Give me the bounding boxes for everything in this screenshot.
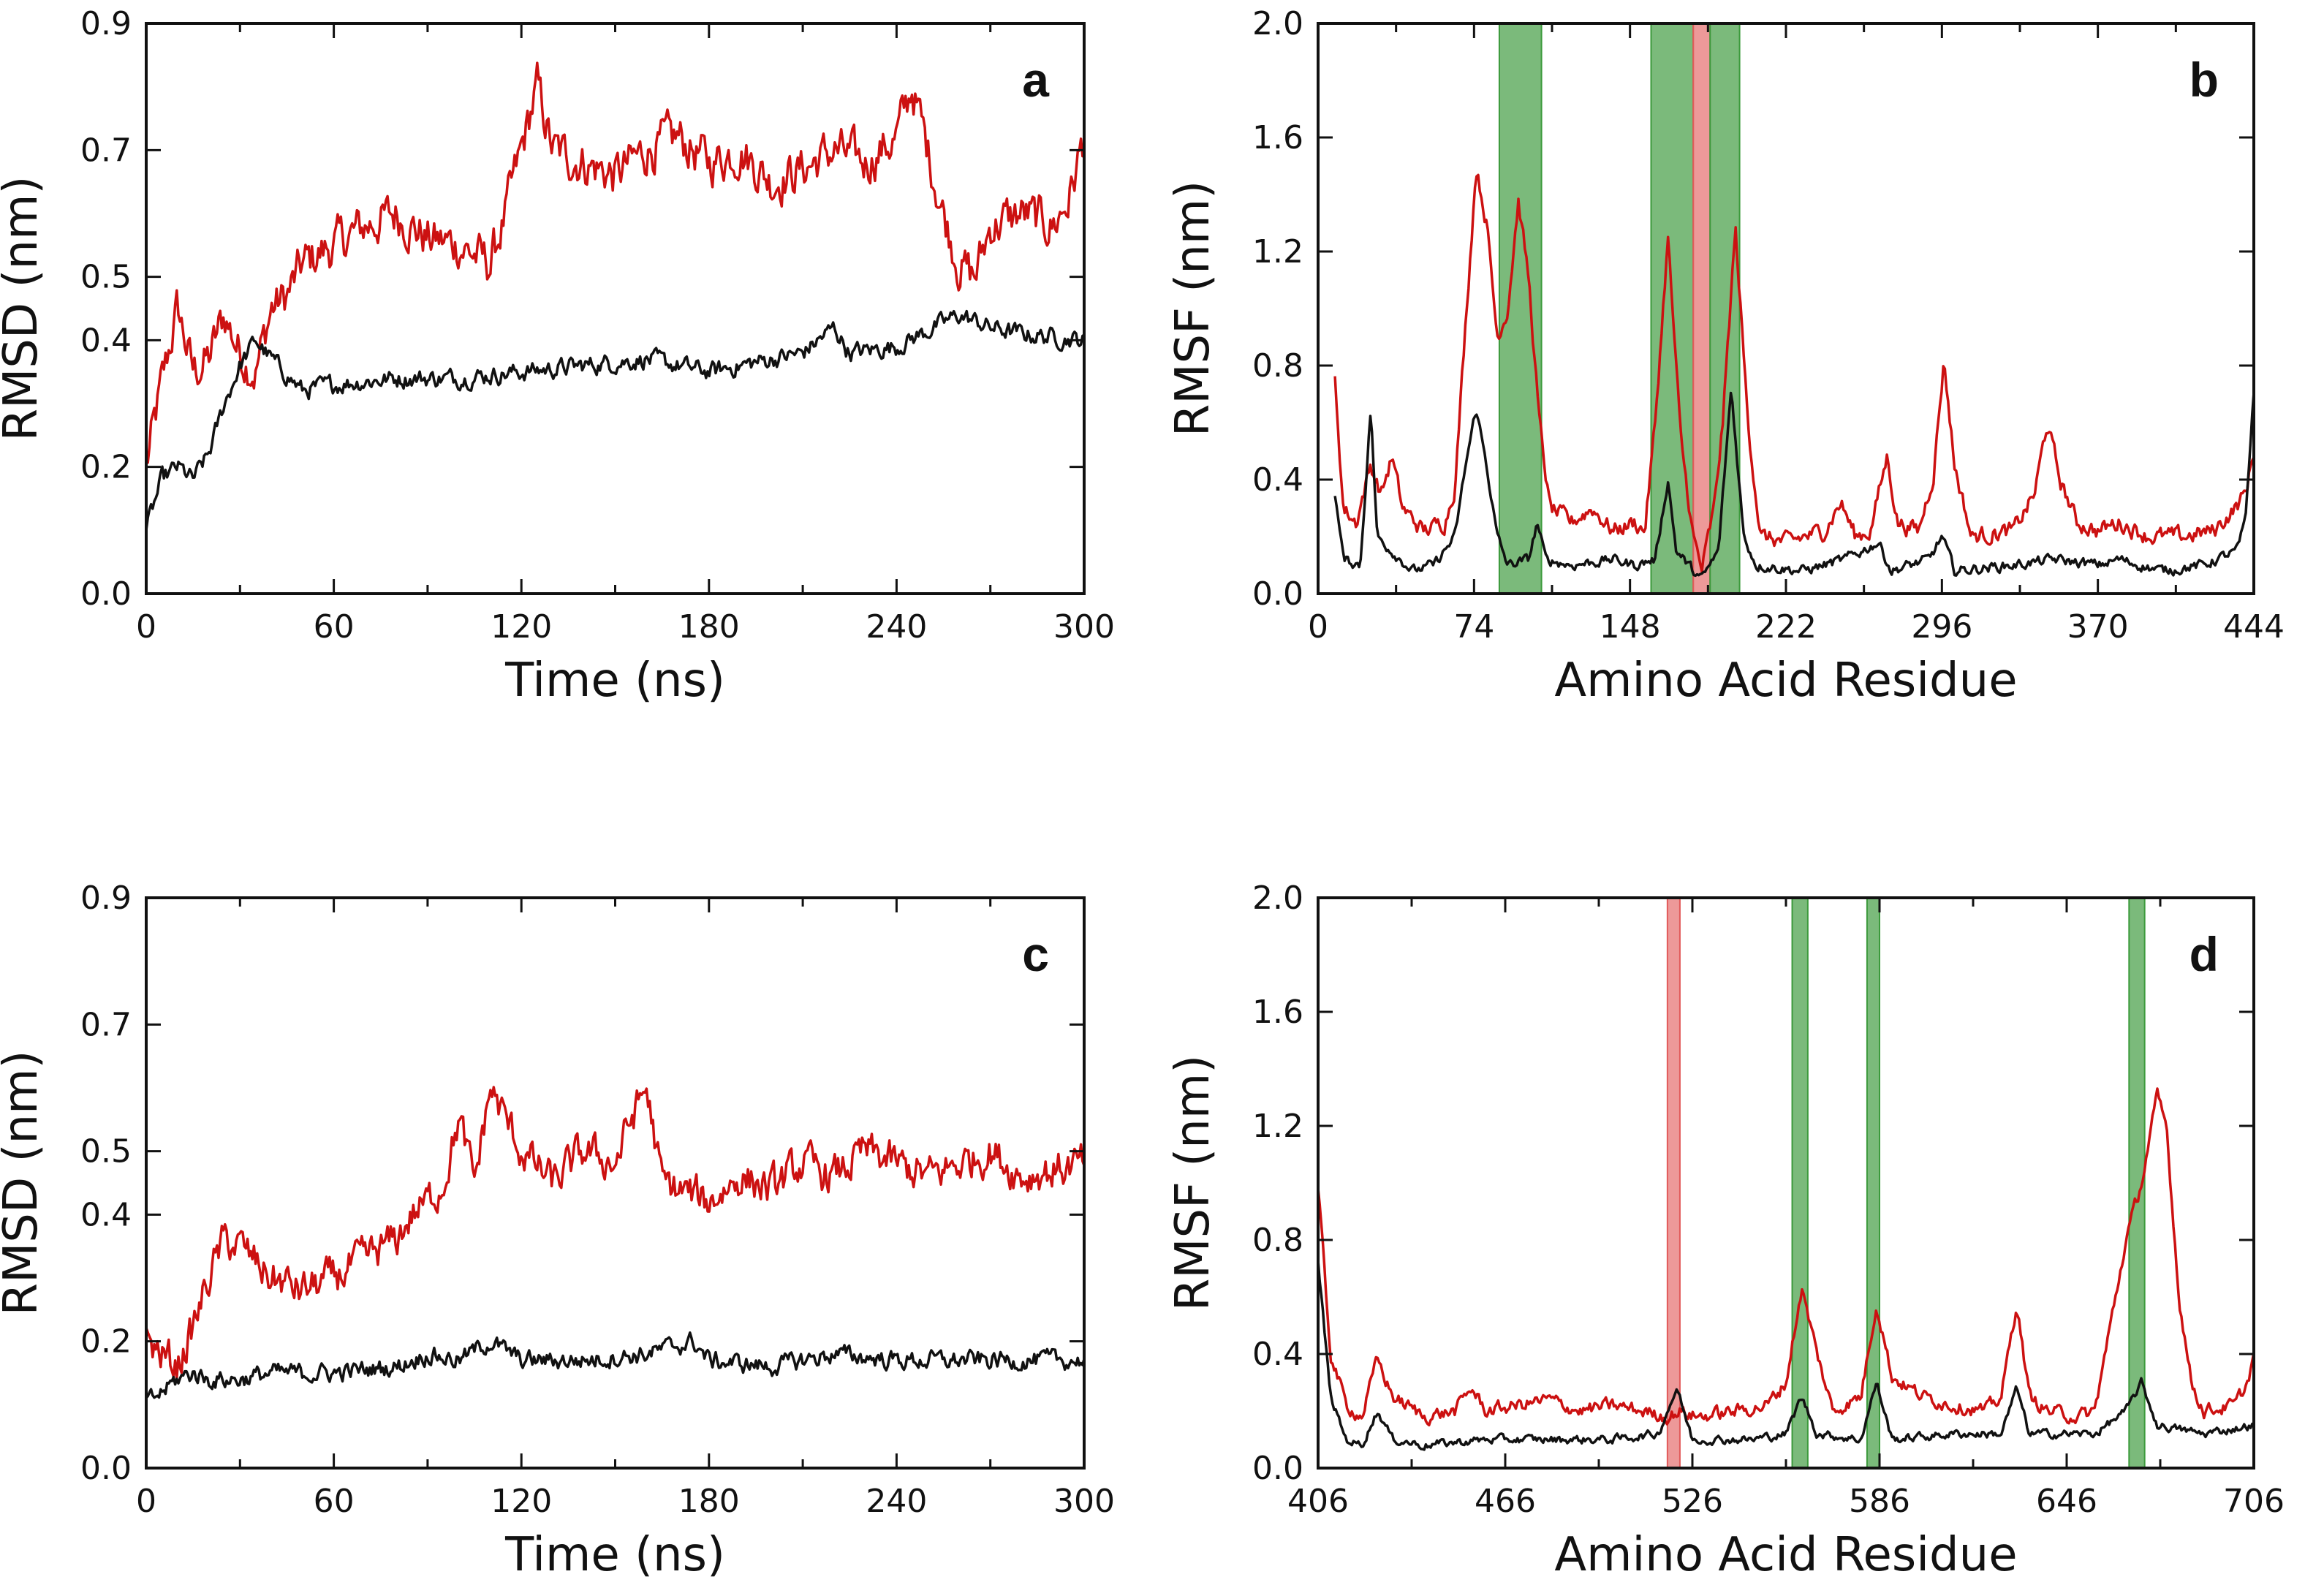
y-tick-label: 0.0 [1252, 575, 1303, 613]
panel-label: c [1022, 927, 1049, 981]
highlight-band-green-3 [1709, 23, 1741, 594]
x-tick-label: 240 [866, 608, 927, 646]
y-tick-label: 0.4 [80, 1196, 132, 1233]
x-tick-label: 0 [136, 608, 156, 646]
y-tick-label: 0.4 [80, 322, 132, 359]
y-tick-label: 0.8 [1252, 1222, 1303, 1259]
x-tick-label: 120 [491, 608, 552, 646]
y-axis-title: RMSD (nm) [0, 1051, 48, 1316]
x-tick-label: 60 [314, 1483, 355, 1520]
series-line-red-d [1317, 1087, 2255, 1427]
y-tick-label: 0.5 [80, 259, 132, 296]
y-tick-label: 1.2 [1252, 1108, 1303, 1145]
x-tick-label: 466 [1475, 1483, 1536, 1520]
x-axis-title: Amino Acid Residue [1554, 1528, 2017, 1582]
panel-b: 0 74 148 222 296 370 444 0.0 0.4 0.8 1.2 1.6 2.0 Amin… [1166, 5, 2285, 708]
highlight-band-green-2 [1866, 897, 1881, 1469]
x-tick-label: 0 [1308, 608, 1328, 646]
y-tick-label: 0.4 [1252, 461, 1303, 499]
y-tick-label: 2.0 [1252, 880, 1303, 917]
panel-label: b [2189, 53, 2219, 107]
x-tick-label: 586 [1849, 1483, 1910, 1520]
x-tick-label: 444 [2223, 608, 2285, 646]
series-line-black-b [1333, 391, 2255, 578]
panel-label: d [2189, 927, 2219, 981]
series-line-red-c [145, 1086, 1086, 1380]
x-tick-label: 300 [1053, 608, 1115, 646]
panel-a: 0 60 120 180 240 300 0.0 0.2 0.4 0.5 0.7 0.9 Time (n… [0, 5, 1115, 708]
highlight-band-green-0 [1498, 23, 1543, 594]
highlight-band-red-0 [1666, 897, 1681, 1469]
y-axis-title: RMSF (nm) [1166, 1055, 1220, 1311]
x-tick-label: 120 [491, 1483, 552, 1520]
y-tick-label: 0.9 [80, 880, 132, 917]
panel-c: 0 60 120 180 240 300 0.0 0.2 0.4 0.5 0.7 0.9 Time (n… [0, 880, 1115, 1582]
series-line-red-a [145, 61, 1086, 464]
y-tick-label: 0.7 [80, 132, 132, 169]
highlight-band-red-2 [1692, 23, 1711, 594]
x-tick-label: 222 [1755, 608, 1817, 646]
x-axis-title: Amino Acid Residue [1554, 654, 2017, 708]
panel-label: a [1022, 53, 1050, 107]
y-tick-label: 0.4 [1252, 1336, 1303, 1373]
x-axis-title: Time (ns) [504, 654, 725, 708]
y-axis-title: RMSF (nm) [1166, 181, 1220, 436]
x-tick-label: 406 [1287, 1483, 1349, 1520]
x-tick-label: 300 [1053, 1483, 1115, 1520]
x-tick-label: 296 [1911, 608, 1972, 646]
x-tick-label: 60 [314, 608, 355, 646]
x-tick-label: 148 [1600, 608, 1661, 646]
x-tick-label: 180 [678, 1483, 740, 1520]
y-tick-label: 0.0 [80, 1450, 132, 1487]
y-tick-label: 0.8 [1252, 347, 1303, 385]
y-axis-title: RMSD (nm) [0, 176, 48, 442]
x-tick-label: 74 [1453, 608, 1494, 646]
y-tick-label: 0.5 [80, 1133, 132, 1170]
y-tick-label: 0.0 [80, 575, 132, 613]
y-tick-label: 0.9 [80, 5, 132, 42]
y-tick-label: 1.6 [1252, 119, 1303, 156]
highlight-band-green-1 [1791, 897, 1809, 1469]
y-tick-label: 1.2 [1252, 233, 1303, 271]
series-line-red-b [1333, 173, 2255, 573]
series-line-black-d [1317, 1260, 2255, 1451]
x-tick-label: 240 [866, 1483, 927, 1520]
x-tick-label: 0 [136, 1483, 156, 1520]
panel-d: 406 466 526 586 646 706 0.0 0.4 0.8 1.2 1.6 2.0 Amin… [1166, 880, 2285, 1582]
x-tick-label: 646 [2036, 1483, 2097, 1520]
x-tick-label: 706 [2223, 1483, 2285, 1520]
series-line-black-a [145, 309, 1085, 531]
x-tick-label: 370 [2067, 608, 2129, 646]
x-axis-title: Time (ns) [504, 1528, 725, 1582]
y-tick-label: 0.7 [80, 1006, 132, 1043]
y-tick-label: 2.0 [1252, 5, 1303, 42]
plot-frame [145, 22, 1086, 595]
x-tick-label: 180 [678, 608, 740, 646]
y-tick-label: 0.0 [1252, 1450, 1303, 1487]
y-tick-label: 1.6 [1252, 994, 1303, 1031]
y-tick-label: 0.2 [80, 1323, 132, 1361]
series-line-black-c [145, 1331, 1086, 1399]
plot-frame [145, 896, 1086, 1470]
x-tick-label: 526 [1662, 1483, 1723, 1520]
y-tick-label: 0.2 [80, 449, 132, 486]
